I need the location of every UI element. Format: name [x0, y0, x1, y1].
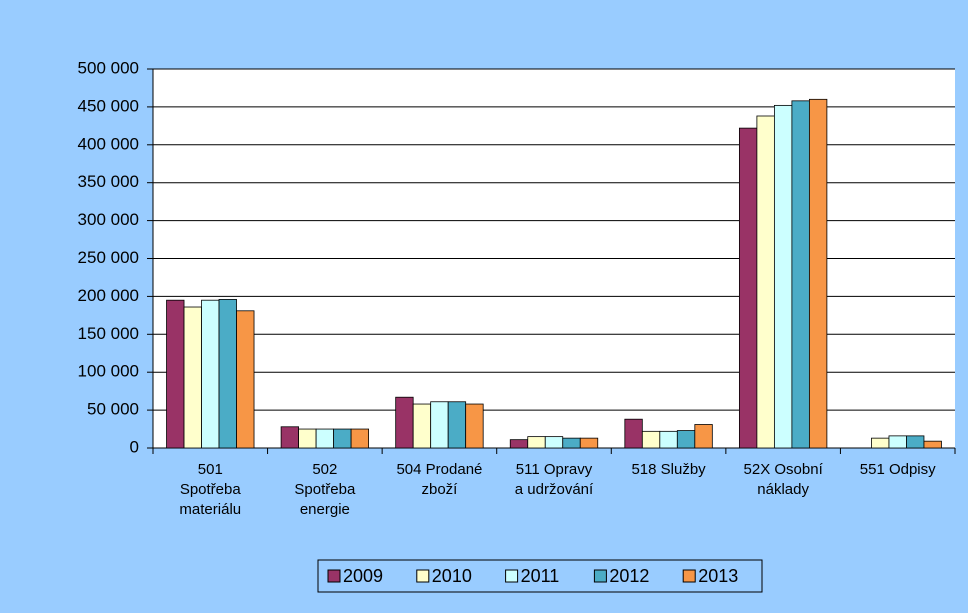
- x-tick-label: 501: [198, 461, 223, 478]
- x-tick-label: zboží: [421, 481, 458, 498]
- x-tick-label: 511 Opravy: [516, 461, 593, 478]
- bar: [756, 115, 775, 449]
- bar: [676, 430, 696, 449]
- x-tick-label: 551 Odpisy: [860, 461, 936, 478]
- legend-swatch: [682, 569, 696, 583]
- legend-label: 2012: [609, 566, 649, 586]
- x-tick-label: Spotřeba: [294, 481, 356, 498]
- bar: [280, 426, 300, 449]
- bar: [888, 435, 907, 449]
- bar: [236, 310, 255, 449]
- x-tick-label: 518 Služby: [631, 461, 706, 478]
- bar: [201, 299, 220, 449]
- bar: [624, 418, 643, 449]
- bar: [906, 435, 925, 449]
- y-tick-label: 250 000: [78, 248, 139, 267]
- legend-swatch: [416, 569, 430, 583]
- bar: [166, 299, 185, 449]
- x-tick-label: náklady: [757, 481, 809, 498]
- x-tick-label: a udržování: [515, 481, 594, 498]
- x-tick-label: 504 Prodané: [396, 461, 482, 478]
- bar: [298, 428, 317, 449]
- legend-swatch: [593, 569, 607, 583]
- bar: [579, 437, 599, 449]
- x-tick-label: energie: [300, 501, 350, 518]
- y-tick-label: 500 000: [78, 58, 139, 77]
- bar: [465, 403, 484, 449]
- y-tick-label: 300 000: [78, 210, 139, 229]
- y-tick-label: 100 000: [78, 362, 139, 381]
- bar: [218, 299, 237, 449]
- legend-label: 2013: [698, 566, 738, 586]
- bar: [659, 430, 678, 449]
- legend-label: 2009: [343, 566, 383, 586]
- bar: [544, 436, 564, 449]
- y-tick-label: 400 000: [78, 134, 139, 153]
- bar: [395, 396, 414, 449]
- y-tick-label: 150 000: [78, 324, 139, 343]
- x-tick-label: 52X Osobní: [744, 461, 824, 478]
- y-tick-label: 350 000: [78, 172, 139, 191]
- bar: [333, 428, 352, 449]
- bar: [183, 306, 202, 449]
- bar: [808, 98, 828, 449]
- bar: [773, 104, 793, 449]
- x-tick-label: 502: [312, 461, 337, 478]
- x-tick-label: Spotřeba: [180, 481, 242, 498]
- bar: [412, 403, 432, 449]
- bar: [430, 401, 449, 449]
- bar: [641, 430, 661, 449]
- legend-swatch: [327, 569, 341, 583]
- bar: [923, 440, 942, 449]
- bar: [738, 127, 758, 449]
- bar: [562, 437, 581, 449]
- y-tick-label: 450 000: [78, 96, 139, 115]
- y-tick-label: 200 000: [78, 286, 139, 305]
- bar: [871, 437, 890, 449]
- bar: [527, 436, 546, 449]
- y-tick-label: 0: [130, 437, 139, 456]
- bar: [315, 428, 335, 449]
- bar: [447, 401, 467, 449]
- legend-label: 2010: [432, 566, 472, 586]
- y-tick-label: 50 000: [87, 400, 139, 419]
- bar: [791, 100, 810, 449]
- legend-swatch: [505, 569, 519, 583]
- bar: [509, 439, 529, 449]
- x-tick-label: materiálu: [179, 501, 241, 518]
- bar: [694, 424, 713, 449]
- bar: [350, 428, 370, 449]
- legend-label: 2011: [521, 566, 560, 586]
